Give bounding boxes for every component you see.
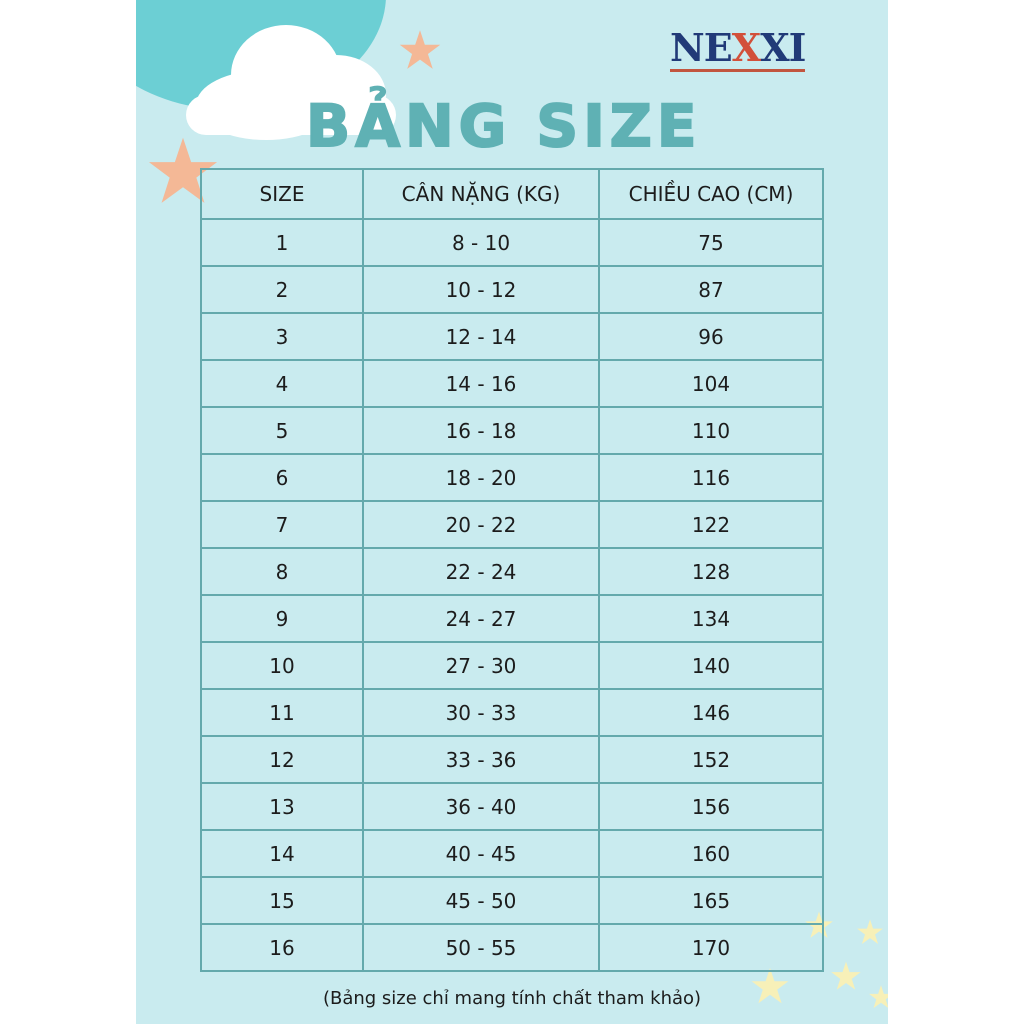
table-cell: 156 (598, 782, 824, 831)
column-header: CHIỀU CAO (CM) (598, 168, 824, 220)
table-row: 8 22 - 24 128 (200, 547, 824, 596)
table-cell: 6 (200, 453, 364, 502)
table-cell: 87 (598, 265, 824, 314)
table-cell: 14 - 16 (362, 359, 600, 408)
table-cell: 7 (200, 500, 364, 549)
table-cell: 18 - 20 (362, 453, 600, 502)
page-title: BẢNG SIZE (305, 91, 702, 161)
table-cell: 5 (200, 406, 364, 455)
table-cell: 14 (200, 829, 364, 878)
table-row: 16 50 - 55 170 (200, 923, 824, 972)
table-cell: 160 (598, 829, 824, 878)
star-icon (148, 137, 218, 203)
table-row: 15 45 - 50 165 (200, 876, 824, 925)
column-header: CÂN NẶNG (KG) (362, 168, 600, 220)
table-cell: 27 - 30 (362, 641, 600, 690)
table-cell: 16 - 18 (362, 406, 600, 455)
small-star-icon (831, 961, 861, 990)
disclaimer-note: (Bảng size chỉ mang tính chất tham khảo) (322, 988, 702, 1009)
table-cell: 104 (598, 359, 824, 408)
small-star-icon (751, 968, 789, 1004)
table-cell: 140 (598, 641, 824, 690)
column-header: SIZE (200, 168, 364, 220)
table-row: 7 20 - 22 122 (200, 500, 824, 549)
table-cell: 10 (200, 641, 364, 690)
table-cell: 152 (598, 735, 824, 784)
table-cell: 8 - 10 (362, 218, 600, 267)
table-cell: 3 (200, 312, 364, 361)
table-row: 4 14 - 16 104 (200, 359, 824, 408)
table-cell: 128 (598, 547, 824, 596)
table-row: 3 12 - 14 96 (200, 312, 824, 361)
table-cell: 134 (598, 594, 824, 643)
table-cell: 40 - 45 (362, 829, 600, 878)
table-cell: 4 (200, 359, 364, 408)
table-row: 2 10 - 12 87 (200, 265, 824, 314)
table-header-row: SIZE CÂN NẶNG (KG) CHIỀU CAO (CM) (200, 168, 824, 220)
table-cell: 24 - 27 (362, 594, 600, 643)
table-cell: 110 (598, 406, 824, 455)
table-cell: 8 (200, 547, 364, 596)
table-cell: 75 (598, 218, 824, 267)
table-row: 6 18 - 20 116 (200, 453, 824, 502)
table-cell: 116 (598, 453, 824, 502)
table-cell: 1 (200, 218, 364, 267)
table-cell: 33 - 36 (362, 735, 600, 784)
table-cell: 9 (200, 594, 364, 643)
brand-logo: NEXXI (670, 25, 806, 72)
table-cell: 122 (598, 500, 824, 549)
table-cell: 45 - 50 (362, 876, 600, 925)
table-cell: 30 - 33 (362, 688, 600, 737)
table-cell: 12 - 14 (362, 312, 600, 361)
table-cell: 96 (598, 312, 824, 361)
table-row: 12 33 - 36 152 (200, 735, 824, 784)
table-cell: 146 (598, 688, 824, 737)
size-chart-panel: NEXXI BẢNG SIZE SIZE CÂN NẶNG (KG) CHIỀU C… (136, 0, 888, 1024)
table-cell: 12 (200, 735, 364, 784)
table-row: 9 24 - 27 134 (200, 594, 824, 643)
table-cell: 10 - 12 (362, 265, 600, 314)
small-star-icon (857, 919, 883, 945)
table-cell: 50 - 55 (362, 923, 600, 972)
star-icon (399, 30, 441, 69)
table-cell: 15 (200, 876, 364, 925)
table-row: 5 16 - 18 110 (200, 406, 824, 455)
table-row: 10 27 - 30 140 (200, 641, 824, 690)
table-cell: 170 (598, 923, 824, 972)
table-cell: 16 (200, 923, 364, 972)
table-cell: 20 - 22 (362, 500, 600, 549)
table-cell: 11 (200, 688, 364, 737)
table-row: 11 30 - 33 146 (200, 688, 824, 737)
table-row: 13 36 - 40 156 (200, 782, 824, 831)
table-cell: 36 - 40 (362, 782, 600, 831)
table-cell: 165 (598, 876, 824, 925)
table-cell: 13 (200, 782, 364, 831)
table-row: 14 40 - 45 160 (200, 829, 824, 878)
table-cell: 22 - 24 (362, 547, 600, 596)
table-cell: 2 (200, 265, 364, 314)
small-star-icon (869, 985, 888, 1009)
